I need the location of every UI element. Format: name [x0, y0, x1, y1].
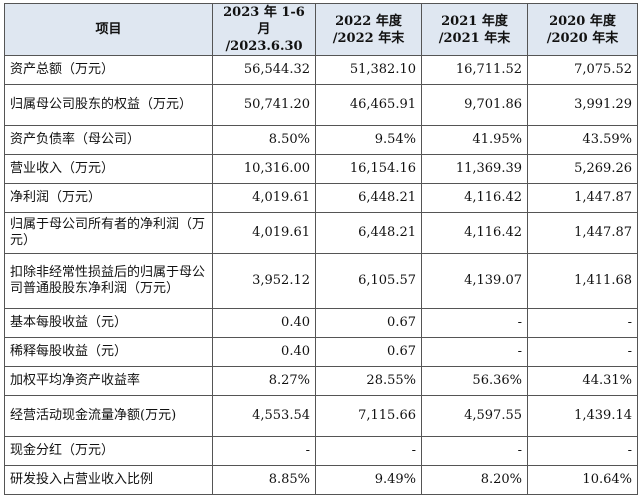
table-header-row: 项目 2023 年 1-6 月 /2023.6.30 2022 年度 /2022… — [4, 3, 638, 56]
cell-value: 4,553.54 — [212, 395, 316, 437]
cell-value: 1,447.87 — [527, 212, 638, 254]
cell-value: 10.64% — [527, 465, 638, 495]
row-label: 资产总额（万元） — [4, 55, 213, 85]
cell-value: 3,952.12 — [212, 253, 316, 309]
cell-value: - — [421, 337, 528, 367]
cell-value: 8.85% — [212, 465, 316, 495]
cell-value: 56,544.32 — [212, 55, 316, 85]
table-row: 稀释每股收益（元） 0.40 0.67 - - — [4, 337, 638, 367]
row-label: 净利润（万元） — [4, 183, 213, 213]
table-row: 基本每股收益（元） 0.40 0.67 - - — [4, 308, 638, 338]
cell-value: 8.27% — [212, 366, 316, 396]
cell-value: 4,019.61 — [212, 212, 316, 254]
cell-value: 28.55% — [315, 366, 422, 396]
row-label: 营业收入（万元） — [4, 154, 213, 184]
row-label: 经营活动现金流量净额(万元) — [4, 395, 213, 437]
cell-value: 1,447.87 — [527, 183, 638, 213]
cell-value: 3,991.29 — [527, 84, 638, 126]
cell-value: 8.20% — [421, 465, 528, 495]
cell-value: 6,448.21 — [315, 183, 422, 213]
cell-value: - — [315, 436, 422, 466]
cell-value: 4,116.42 — [421, 212, 528, 254]
table-row: 现金分红（万元） - - - - — [4, 436, 638, 466]
table-row: 研发投入占营业收入比例 8.85% 9.49% 8.20% 10.64% — [4, 465, 638, 495]
financial-summary-table: 项目 2023 年 1-6 月 /2023.6.30 2022 年度 /2022… — [4, 3, 638, 495]
table-row: 营业收入（万元） 10,316.00 16,154.16 11,369.39 5… — [4, 154, 638, 184]
cell-value: - — [527, 436, 638, 466]
table-row: 经营活动现金流量净额(万元) 4,553.54 7,115.66 4,597.5… — [4, 395, 638, 437]
header-2020: 2020 年度 /2020 年末 — [527, 3, 638, 56]
cell-value: 8.50% — [212, 125, 316, 155]
cell-value: 1,411.68 — [527, 253, 638, 309]
row-label: 现金分红（万元） — [4, 436, 213, 466]
cell-value: 4,139.07 — [421, 253, 528, 309]
table-row: 扣除非经常性损益后的归属于母公司普通股股东净利润（万元） 3,952.12 6,… — [4, 253, 638, 309]
table-row: 资产总额（万元） 56,544.32 51,382.10 16,711.52 7… — [4, 55, 638, 85]
cell-value: 9,701.86 — [421, 84, 528, 126]
cell-value: 11,369.39 — [421, 154, 528, 184]
cell-value: - — [212, 436, 316, 466]
cell-value: - — [421, 308, 528, 338]
table-row: 资产负债率（母公司） 8.50% 9.54% 41.95% 43.59% — [4, 125, 638, 155]
row-label: 稀释每股收益（元） — [4, 337, 213, 367]
cell-value: - — [527, 337, 638, 367]
cell-value: 7,115.66 — [315, 395, 422, 437]
cell-value: 16,154.16 — [315, 154, 422, 184]
cell-value: 16,711.52 — [421, 55, 528, 85]
row-label: 研发投入占营业收入比例 — [4, 465, 213, 495]
cell-value: 5,269.26 — [527, 154, 638, 184]
cell-value: 1,439.14 — [527, 395, 638, 437]
row-label: 基本每股收益（元） — [4, 308, 213, 338]
cell-value: 0.67 — [315, 337, 422, 367]
table-row: 加权平均净资产收益率 8.27% 28.55% 56.36% 44.31% — [4, 366, 638, 396]
row-label: 归属于母公司所有者的净利润（万元） — [4, 212, 213, 254]
cell-value: 7,075.52 — [527, 55, 638, 85]
cell-value: 6,105.57 — [315, 253, 422, 309]
cell-value: 0.67 — [315, 308, 422, 338]
cell-value: 10,316.00 — [212, 154, 316, 184]
cell-value: 43.59% — [527, 125, 638, 155]
header-2022: 2022 年度 /2022 年末 — [315, 3, 422, 56]
row-label: 归属母公司股东的权益（万元） — [4, 84, 213, 126]
row-label: 扣除非经常性损益后的归属于母公司普通股股东净利润（万元） — [4, 253, 213, 309]
row-label: 资产负债率（母公司） — [4, 125, 213, 155]
cell-value: 9.54% — [315, 125, 422, 155]
cell-value: 46,465.91 — [315, 84, 422, 126]
header-item: 项目 — [4, 3, 213, 56]
cell-value: 4,116.42 — [421, 183, 528, 213]
cell-value: 41.95% — [421, 125, 528, 155]
cell-value: 44.31% — [527, 366, 638, 396]
table-row: 归属于母公司所有者的净利润（万元） 4,019.61 6,448.21 4,11… — [4, 212, 638, 254]
cell-value: 51,382.10 — [315, 55, 422, 85]
header-2021: 2021 年度 /2021 年末 — [421, 3, 528, 56]
cell-value: 0.40 — [212, 308, 316, 338]
cell-value: 50,741.20 — [212, 84, 316, 126]
cell-value: 0.40 — [212, 337, 316, 367]
cell-value: 56.36% — [421, 366, 528, 396]
table-row: 归属母公司股东的权益（万元） 50,741.20 46,465.91 9,701… — [4, 84, 638, 126]
cell-value: - — [421, 436, 528, 466]
cell-value: 4,019.61 — [212, 183, 316, 213]
header-2023h1: 2023 年 1-6 月 /2023.6.30 — [212, 3, 316, 56]
cell-value: - — [527, 308, 638, 338]
cell-value: 9.49% — [315, 465, 422, 495]
row-label: 加权平均净资产收益率 — [4, 366, 213, 396]
cell-value: 6,448.21 — [315, 212, 422, 254]
cell-value: 4,597.55 — [421, 395, 528, 437]
table-row: 净利润（万元） 4,019.61 6,448.21 4,116.42 1,447… — [4, 183, 638, 213]
